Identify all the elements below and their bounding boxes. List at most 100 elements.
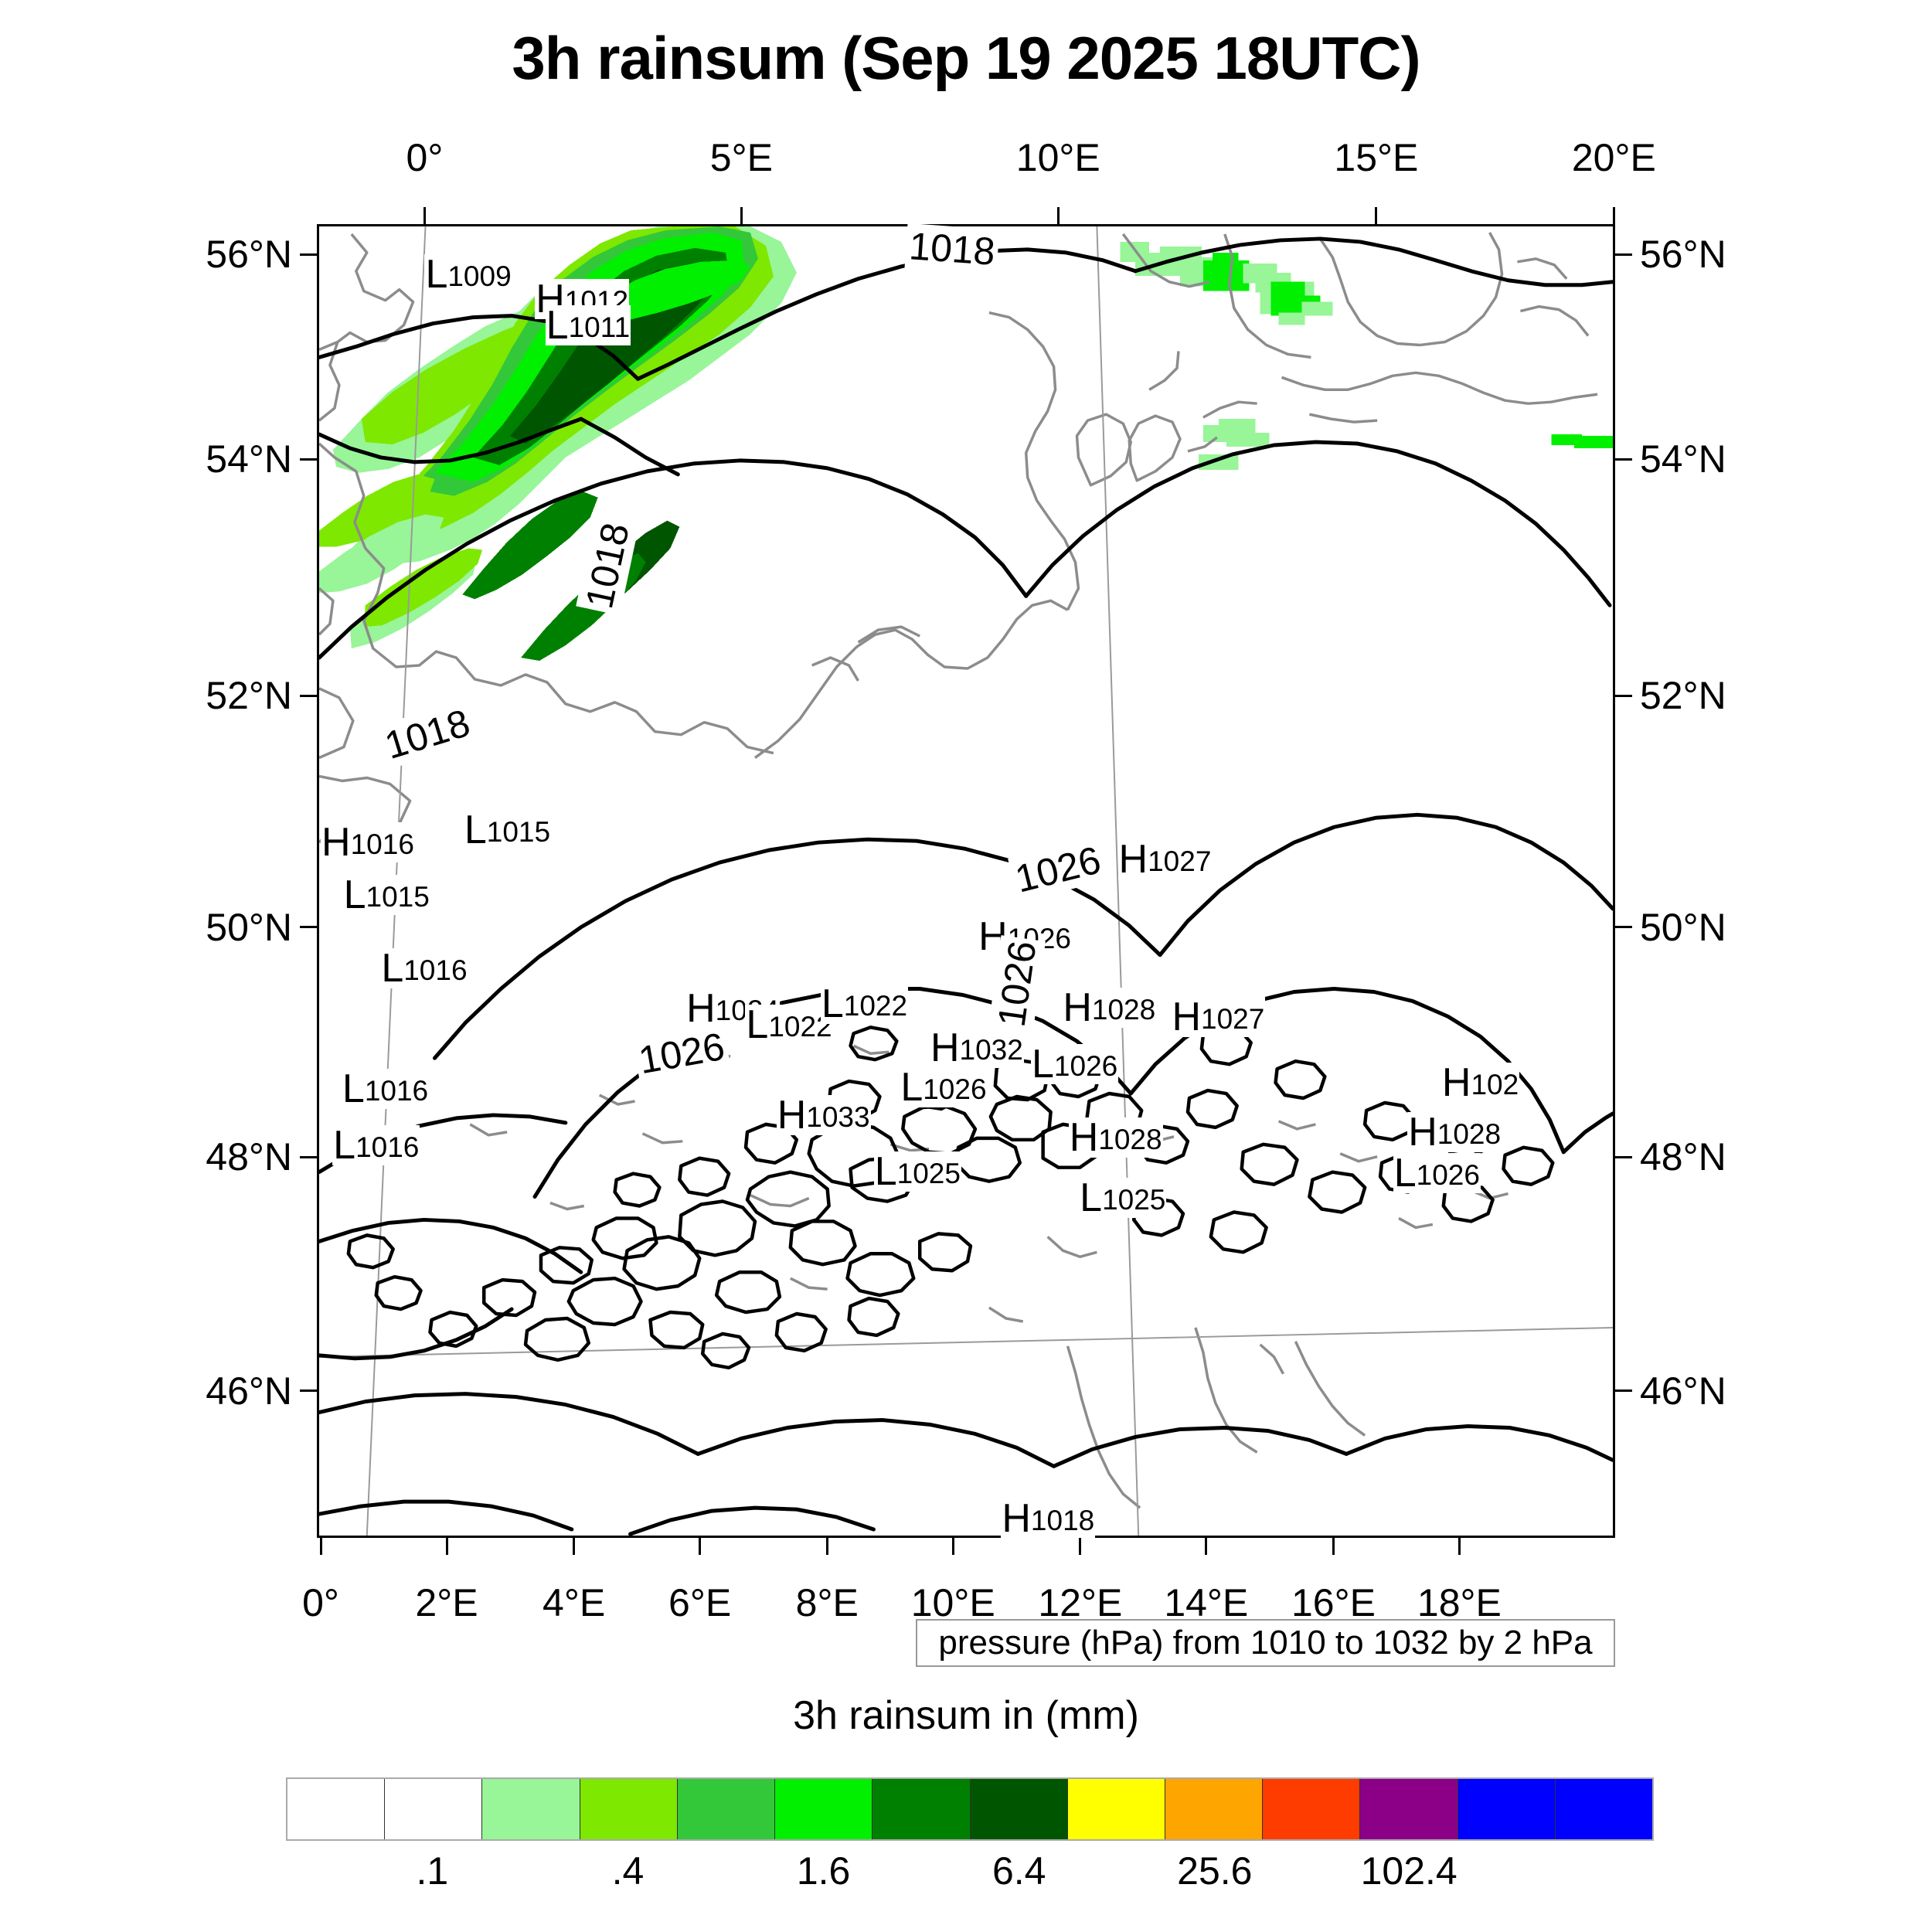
axis-label-left: 52°N (206, 674, 292, 718)
colorbar-tick-label: 1.6 (796, 1849, 851, 1893)
pressure-marker-h: H1018 (1001, 1496, 1096, 1541)
axis-label-bottom: 10°E (910, 1581, 995, 1624)
axis-tick-bottom (951, 1538, 954, 1555)
pressure-marker-h: H1028 (1068, 1117, 1163, 1158)
axis-label-left: 48°N (206, 1135, 292, 1179)
axis-tick-bottom (825, 1538, 828, 1555)
colorbar-tick-label: 6.4 (992, 1849, 1046, 1893)
axis-tick-left (300, 694, 317, 697)
pressure-marker-value: 1016 (350, 828, 414, 860)
axis-tick-left (300, 253, 317, 256)
axis-tick-bottom (699, 1538, 702, 1555)
pressure-marker-l: L1025 (873, 1149, 961, 1195)
axis-label-bottom: 14°E (1164, 1581, 1249, 1624)
pressure-marker-value: 1033 (806, 1101, 870, 1134)
axis-tick-right (1615, 253, 1632, 256)
axis-tick-bottom (1205, 1538, 1208, 1555)
pressure-marker-letter: H (1002, 1496, 1031, 1541)
pressure-marker-value: 1025 (896, 1158, 961, 1190)
colorbar-tick-label: 25.6 (1177, 1849, 1253, 1893)
pressure-marker-letter: L (1080, 1175, 1103, 1221)
colorbar-segment (1263, 1779, 1361, 1839)
colorbar-tick-label: .1 (416, 1849, 449, 1893)
pressure-marker-l: L1015 (463, 810, 552, 851)
colorbar-segment (775, 1779, 873, 1839)
pressure-marker-letter: L (546, 303, 569, 349)
pressure-marker-letter: H (1408, 1110, 1437, 1155)
pressure-marker-value: 1016 (403, 954, 468, 986)
pressure-marker-h: H1027 (1171, 994, 1266, 1039)
axis-label-top: 10°E (1015, 136, 1100, 179)
pressure-marker-l: L1025 (1079, 1175, 1167, 1221)
axis-label-bottom: 16°E (1291, 1581, 1376, 1624)
map-frame (317, 224, 1615, 1538)
axis-tick-bottom (1458, 1538, 1461, 1555)
axis-tick-top (1056, 207, 1060, 224)
pressure-marker-letter: H (777, 1093, 807, 1138)
pressure-marker-value: 1022 (843, 989, 908, 1022)
pressure-marker-letter: H (930, 1026, 960, 1071)
axis-tick-left (300, 926, 317, 928)
pressure-marker-l: L1011 (545, 303, 631, 349)
pressure-marker-letter: L (333, 1123, 356, 1168)
pressure-marker-letter: L (1393, 1150, 1417, 1196)
colorbar-segment (872, 1779, 971, 1839)
axis-label-top: 0° (406, 136, 444, 179)
pressure-marker-letter: L (425, 252, 448, 298)
pressure-marker-h: H1027 (1117, 836, 1213, 882)
axis-tick-bottom (319, 1538, 322, 1555)
pressure-marker-h: H102 (1440, 1062, 1520, 1103)
pressure-marker-value: 1011 (568, 311, 631, 344)
pressure-marker-value: 1026 (1416, 1158, 1480, 1191)
colorbar (286, 1777, 1654, 1841)
pressure-marker-letter: H (686, 986, 716, 1032)
pressure-marker-value: 1032 (959, 1034, 1023, 1066)
colorbar-segment (1458, 1779, 1556, 1839)
pressure-marker-l: L1026 (900, 1065, 988, 1111)
pressure-marker-value: 1025 (1102, 1184, 1166, 1216)
pressure-marker-h: H1033 (776, 1093, 871, 1138)
pressure-marker-l: L1022 (745, 1002, 833, 1047)
pressure-marker-letter: H (1172, 994, 1201, 1039)
pressure-marker-value: 1028 (1437, 1118, 1502, 1151)
colorbar-tick-labels: .1 .4 1.6 6.4 25.6 102.4 (286, 1849, 1654, 1910)
axis-tick-right (1615, 694, 1632, 697)
axis-label-right: 56°N (1640, 233, 1726, 277)
isobars (319, 236, 1613, 1536)
colorbar-tick-label: .4 (611, 1849, 645, 1893)
axis-tick-top (423, 207, 426, 224)
weather-map-canvas (319, 226, 1613, 1536)
pressure-marker-l: L1009 (424, 252, 512, 298)
pressure-legend-text: pressure (hPa) from 1010 to 1032 by 2 hP… (938, 1624, 1593, 1662)
axis-label-right: 52°N (1640, 674, 1726, 718)
pressure-marker-letter: L (343, 872, 366, 917)
axis-tick-top (1612, 207, 1615, 224)
colorbar-segment (970, 1779, 1068, 1839)
axis-label-bottom: 4°E (543, 1581, 606, 1624)
pressure-marker-value: 1026 (1053, 1049, 1118, 1082)
axis-tick-right (1615, 926, 1632, 928)
pressure-marker-letter: L (874, 1149, 897, 1195)
axis-tick-bottom (1079, 1538, 1082, 1555)
pressure-marker-value: 1015 (486, 816, 551, 849)
pressure-marker-l: L1016 (341, 1069, 430, 1110)
pressure-marker-letter: H (1118, 836, 1148, 882)
colorbar-segment (385, 1779, 483, 1839)
colorbar-segment (580, 1779, 678, 1839)
pressure-marker-h: H1032 (929, 1026, 1024, 1071)
pressure-marker-value: 1018 (1030, 1505, 1095, 1536)
axis-label-bottom: 8°E (795, 1581, 859, 1624)
pressure-marker-value: 1027 (1201, 1002, 1265, 1035)
pressure-marker-value: 1027 (1148, 845, 1212, 877)
colorbar-segment (482, 1779, 580, 1839)
pressure-marker-letter: L (381, 945, 404, 991)
pressure-marker-letter: L (746, 1002, 769, 1047)
colorbar-segment (1360, 1779, 1458, 1839)
axis-label-left: 54°N (206, 437, 292, 481)
axis-tick-right (1615, 457, 1632, 461)
colorbar-segment (1165, 1779, 1264, 1839)
pressure-marker-letter: L (900, 1065, 923, 1111)
colorbar-title: 3h rainsum in (mm) (793, 1693, 1139, 1738)
axis-label-bottom: 6°E (668, 1581, 732, 1624)
axis-tick-left (300, 457, 317, 461)
